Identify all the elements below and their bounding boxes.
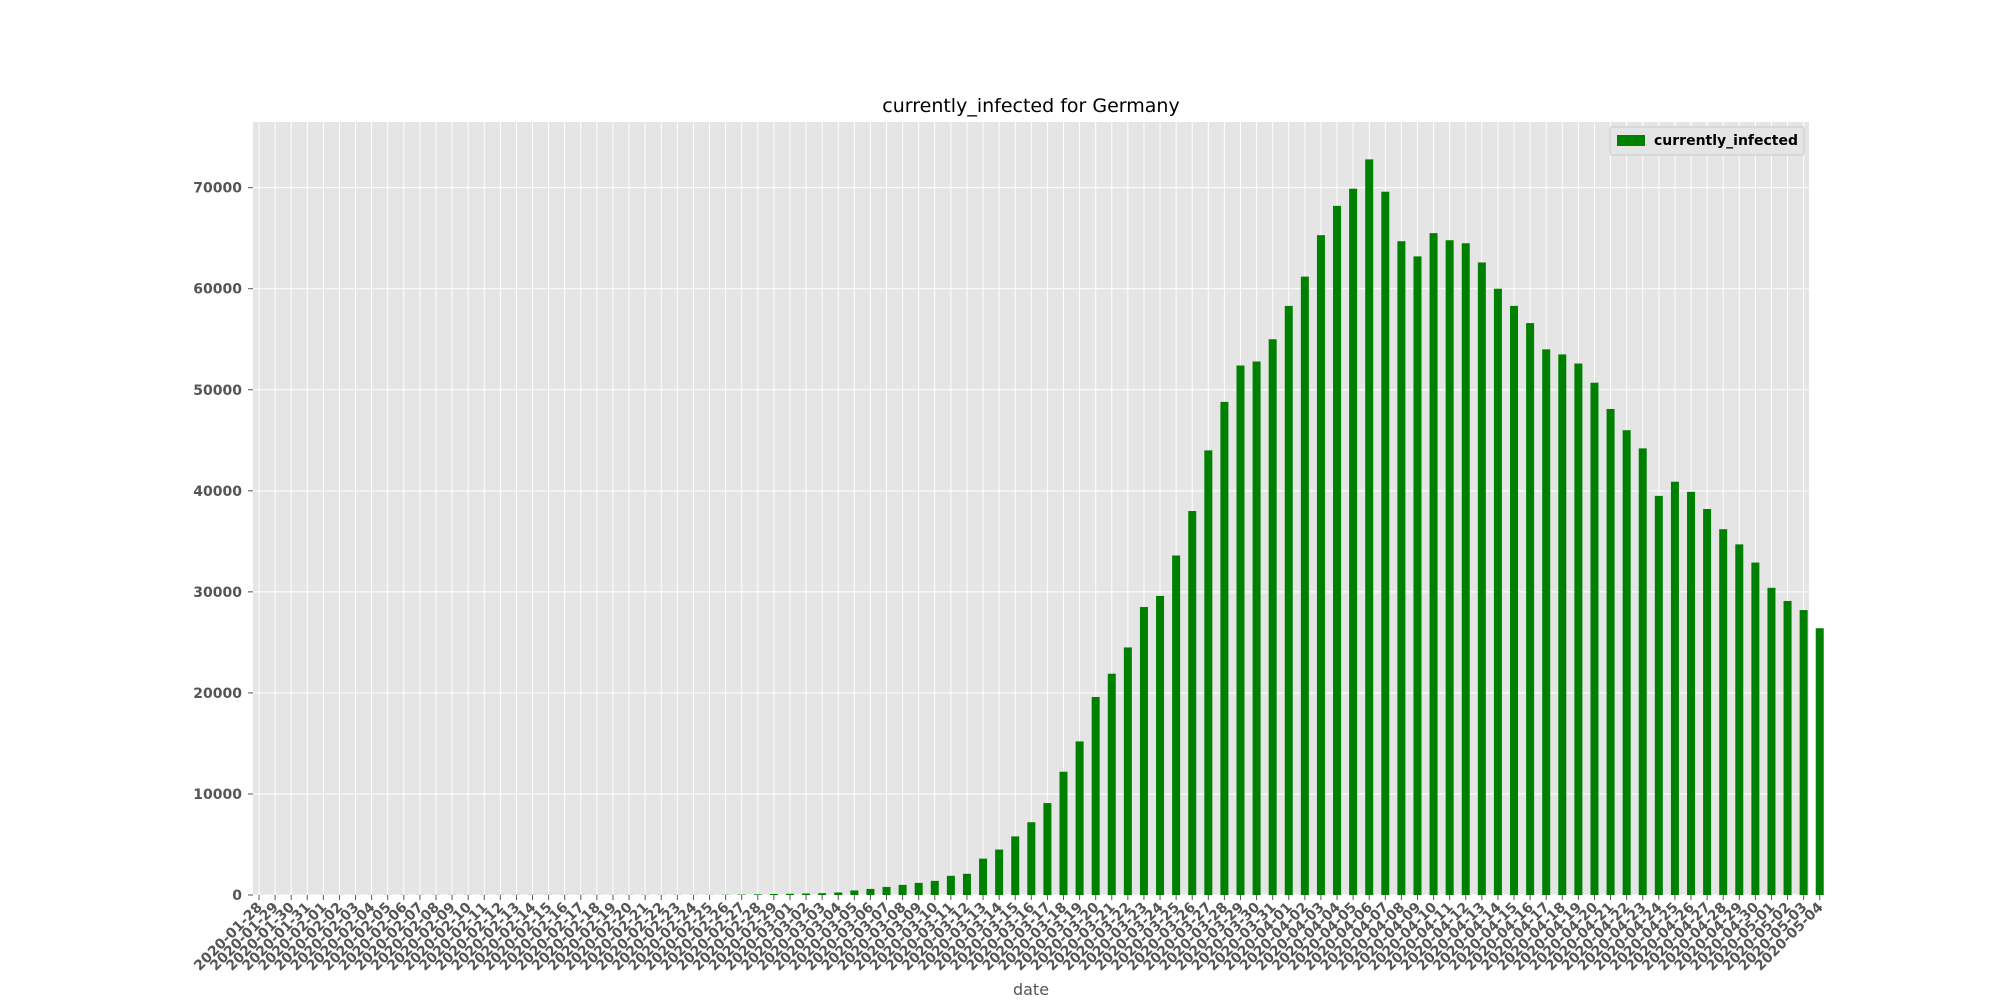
bar xyxy=(850,890,859,895)
bar xyxy=(753,894,762,895)
bar xyxy=(1204,450,1213,895)
bar xyxy=(882,886,891,895)
bar xyxy=(1333,205,1342,895)
bar xyxy=(1284,305,1293,895)
bar xyxy=(1139,607,1148,895)
x-axis-label: date xyxy=(1013,980,1049,999)
bar xyxy=(1365,159,1374,895)
y-tick-label: 30000 xyxy=(193,585,242,601)
bar xyxy=(1397,241,1406,895)
bar xyxy=(962,873,971,895)
bar xyxy=(1107,673,1116,895)
bar xyxy=(1059,771,1068,895)
bar xyxy=(1123,647,1132,895)
bar xyxy=(946,875,955,895)
bar xyxy=(1654,495,1663,895)
bar xyxy=(1735,544,1744,895)
bar xyxy=(1252,361,1261,896)
bar xyxy=(1719,529,1728,895)
bar xyxy=(1316,235,1325,895)
bar xyxy=(1300,276,1309,896)
bar xyxy=(1815,628,1824,895)
legend: currently_infected xyxy=(1609,126,1805,156)
bar xyxy=(1477,262,1486,895)
y-tick-label: 70000 xyxy=(193,181,242,197)
y-axis-ticks: 0 10000 20000 30000 40000 50000 60000 70000 xyxy=(193,181,253,904)
bar xyxy=(1236,365,1245,895)
bar xyxy=(1622,430,1631,895)
x-axis-ticks: 2020-01-282020-01-292020-01-302020-01-31… xyxy=(191,895,1827,974)
chart-title: currently_infected for Germany xyxy=(882,95,1179,117)
bar xyxy=(769,893,778,895)
bar xyxy=(1027,822,1036,895)
bar xyxy=(1751,562,1760,895)
bar xyxy=(1172,555,1181,895)
bar xyxy=(1461,243,1470,896)
bar xyxy=(785,893,794,895)
y-tick-label: 20000 xyxy=(193,686,242,702)
bar xyxy=(1799,610,1808,895)
legend-label: currently_infected xyxy=(1654,133,1798,149)
bar xyxy=(1574,363,1583,895)
bar xyxy=(1687,491,1696,895)
bar xyxy=(898,884,907,895)
y-tick-label: 60000 xyxy=(193,282,242,298)
bar xyxy=(1606,408,1615,895)
bar xyxy=(1011,836,1020,895)
bar xyxy=(1670,481,1679,895)
bar xyxy=(1493,288,1502,896)
y-tick-label: 10000 xyxy=(193,787,242,803)
legend-box xyxy=(1609,126,1805,156)
bar xyxy=(818,893,827,895)
bar xyxy=(1558,354,1567,895)
bar xyxy=(1510,305,1519,895)
bar xyxy=(1075,741,1084,895)
bar xyxy=(930,880,939,895)
bar xyxy=(866,888,875,895)
bar xyxy=(1767,587,1776,895)
bar xyxy=(1526,323,1535,895)
y-tick-label: 0 xyxy=(232,888,242,904)
bars xyxy=(255,159,1824,896)
bar xyxy=(802,893,811,895)
y-tick-label: 40000 xyxy=(193,484,242,500)
bar xyxy=(1268,339,1277,895)
bar xyxy=(1638,448,1647,895)
bar xyxy=(834,892,843,895)
bar xyxy=(1091,696,1100,895)
bar xyxy=(1188,511,1197,895)
legend-swatch xyxy=(1617,135,1645,146)
bar xyxy=(1429,233,1438,895)
bar xyxy=(979,858,988,895)
y-tick-label: 50000 xyxy=(193,383,242,399)
bar xyxy=(995,849,1004,895)
bar xyxy=(1043,803,1052,895)
bar xyxy=(1703,509,1712,895)
bar xyxy=(914,882,923,895)
bar xyxy=(1156,595,1165,895)
bar xyxy=(1381,191,1390,896)
bar xyxy=(1783,600,1792,895)
bar xyxy=(1349,188,1358,896)
bar xyxy=(1590,382,1599,896)
bar xyxy=(1542,349,1551,896)
bar xyxy=(1220,401,1229,895)
bar xyxy=(1445,240,1454,896)
bar xyxy=(1413,256,1422,895)
